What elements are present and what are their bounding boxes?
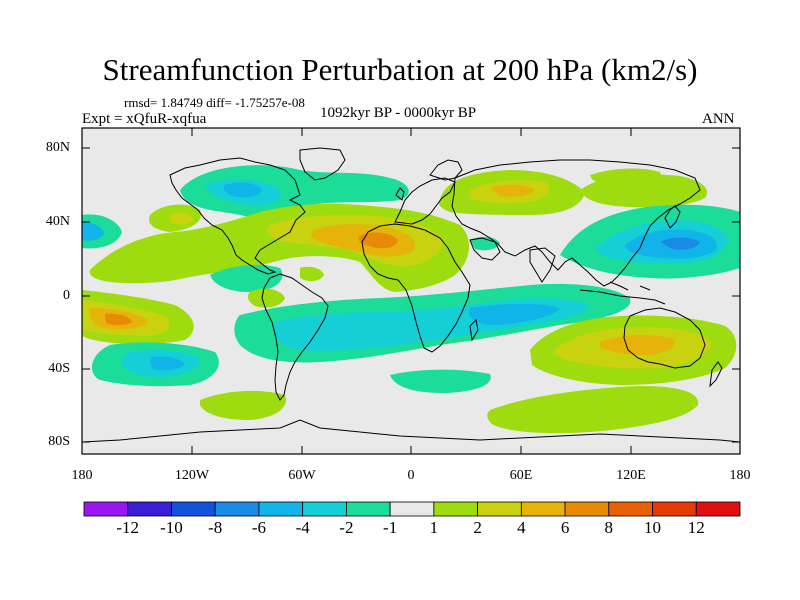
figure-title: Streamfunction Perturbation at 200 hPa (… [102,52,698,87]
contour-pos-southern-atlantic [200,390,286,420]
lon-label-180e: 180 [729,468,751,483]
contour-pos-south-america-north [247,288,285,308]
contour-neg-east-asia-min [660,237,700,250]
lon-label-180w: 180 [71,468,93,483]
lon-label-0: 0 [407,468,415,483]
contour-pos-atlantic-africa-max [358,232,398,249]
contour-field [82,165,740,434]
lat-label-80n: 80N [45,140,70,155]
coast-south-america [261,273,329,401]
colorbar-swatch [345,501,391,517]
contour-neg-southern-band-core [469,303,560,326]
colorbar-swatch [127,501,172,517]
colorbar-swatch [258,501,304,517]
colorbar-label: 10 [644,518,662,537]
colorbar-swatch [433,501,479,517]
coastlines [82,147,740,443]
coast-north-america [169,157,306,275]
colorbar-label: 6 [560,518,570,537]
colorbar-swatch [83,501,129,517]
coast-australia [623,307,706,369]
lat-label-80s: 80S [48,434,70,449]
coast-india [529,247,556,283]
coast-japan [664,205,681,229]
coast-madagascar [469,318,479,342]
colorbar-label: 1 [429,518,439,537]
stats-text: rmsd= 1.84749 diff= -1.75257e-08 [124,95,305,110]
contour-pos-north-pacific-west-core [170,212,193,225]
contour-pos-south-pacific-west-max [105,313,132,326]
colorbar-swatch [302,501,347,517]
season-text: ANN [702,111,735,127]
colorbar-label: -10 [160,518,183,537]
colorbar-swatch [564,501,610,517]
colorbar-swatch [389,501,435,517]
colorbar-swatch [171,501,216,517]
coast-greenland [299,147,346,181]
contour-neg-north-atlantic-min [223,182,262,198]
colorbar-label: 4 [517,518,526,537]
colorbar-swatch [214,501,260,517]
coast-arabia [469,237,501,261]
colorbar-label: -2 [339,518,354,537]
colorbar-swatch [608,501,653,517]
colorbar-swatch [695,501,741,517]
contour-neg-north-atlantic [180,165,409,217]
contour-neg-southern-ocean [390,369,491,393]
lon-label-60e: 60E [509,468,533,483]
contour-neg-south-pacific-east-core [150,356,185,371]
contour-neg-eastern-pacific [210,264,283,293]
contour-pos-east-pacific-small [300,266,324,282]
lon-label-120w: 120W [174,468,210,483]
coast-new-zealand [709,361,723,388]
coast-britain [395,187,405,201]
period-text: 1092kyr BP - 0000kyr BP [320,105,477,121]
contour-pos-eastern-siberia [590,168,661,188]
contour-pos-central-asia-max [490,184,535,197]
lon-label-60w: 60W [288,468,316,483]
experiment-text: Expt = xQfuR-xqfua [82,111,207,127]
colorbar-swatch [520,501,566,517]
colorbar-label: -8 [208,518,223,537]
coast-scandinavia [429,159,463,181]
coast-antarctica [82,419,740,443]
colorbar-label: -12 [116,518,140,537]
colorbar-swatch [652,501,697,517]
contour-pos-australia-high [600,334,675,356]
lat-label-40n: 40N [45,214,70,229]
contour-pos-southern-indian [487,386,699,434]
colorbar-swatch [477,501,522,517]
colorbar-label: -1 [383,518,398,537]
lat-label-40s: 40S [48,361,70,376]
colorbar-label: -6 [251,518,266,537]
colorbar-label: 8 [604,518,614,537]
coast-asia [451,159,701,287]
colorbar-label: 12 [687,518,705,537]
coast-africa [361,223,471,353]
colorbar-label: -4 [295,518,310,537]
contour-neg-west-pacific-edge-core [82,222,104,241]
coast-indonesia [579,281,666,305]
colorbar-label: 2 [473,518,482,537]
map-ticks [82,128,740,454]
lat-label-0: 0 [63,288,70,303]
lon-label-120e: 120E [616,468,646,483]
